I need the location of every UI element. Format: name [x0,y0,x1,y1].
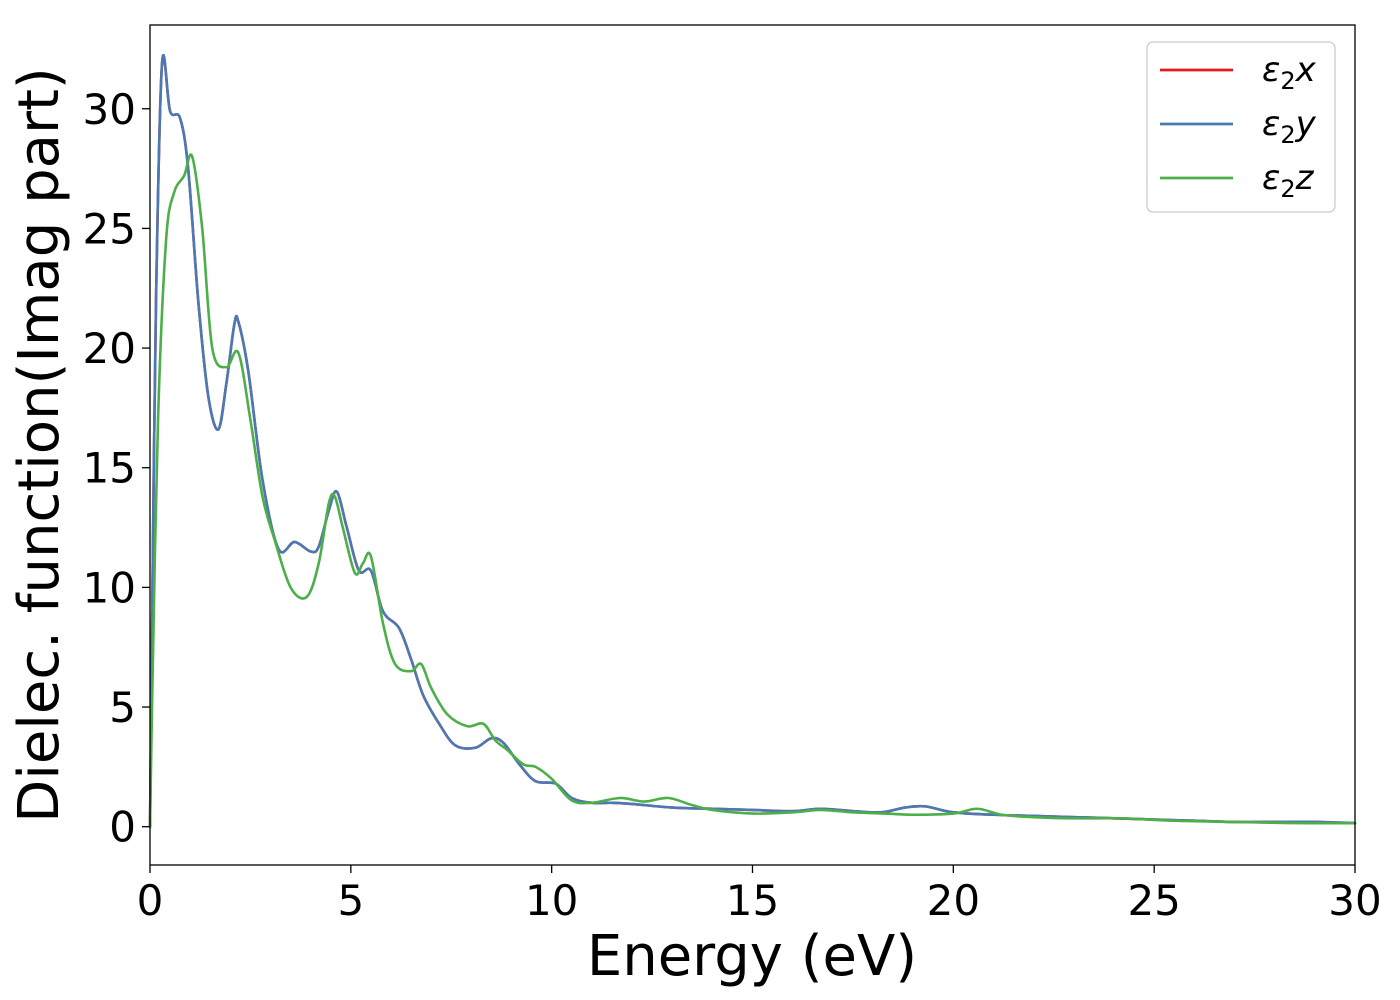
legend-label-y: ε2y [1262,104,1317,149]
legend-box [1146,41,1336,213]
y-tick-label: 25 [83,204,136,253]
x-tick-label: 30 [1328,876,1381,925]
x-tick-label: 25 [1127,876,1180,925]
y-axis-title: Dielec. function(Imag part) [7,67,72,823]
y-tick-label: 20 [83,324,136,373]
y-tick-label: 10 [83,563,136,612]
legend-label-z: ε2z [1262,158,1315,203]
y-axis-ticks: 0 5 10 15 20 25 30 [83,85,150,852]
legend: ε2x ε2y ε2z [1146,41,1336,213]
x-axis-title: Energy (eV) [587,924,917,989]
x-tick-label: 15 [726,876,779,925]
y-tick-label: 5 [109,683,136,732]
series-line-y [148,53,1357,829]
series-line-z [148,153,1357,829]
x-axis-ticks: 0 5 10 15 20 25 30 [137,865,1382,925]
y-tick-label: 0 [109,803,136,852]
x-tick-label: 5 [337,876,364,925]
legend-entries: ε2x ε2y ε2z [1160,50,1317,203]
x-tick-label: 0 [137,876,164,925]
x-tick-label: 20 [927,876,980,925]
y-tick-label: 15 [83,444,136,493]
y-tick-label: 30 [83,85,136,134]
x-tick-label: 10 [525,876,578,925]
plot-lines [148,53,1357,829]
legend-label-x: ε2x [1262,50,1317,95]
